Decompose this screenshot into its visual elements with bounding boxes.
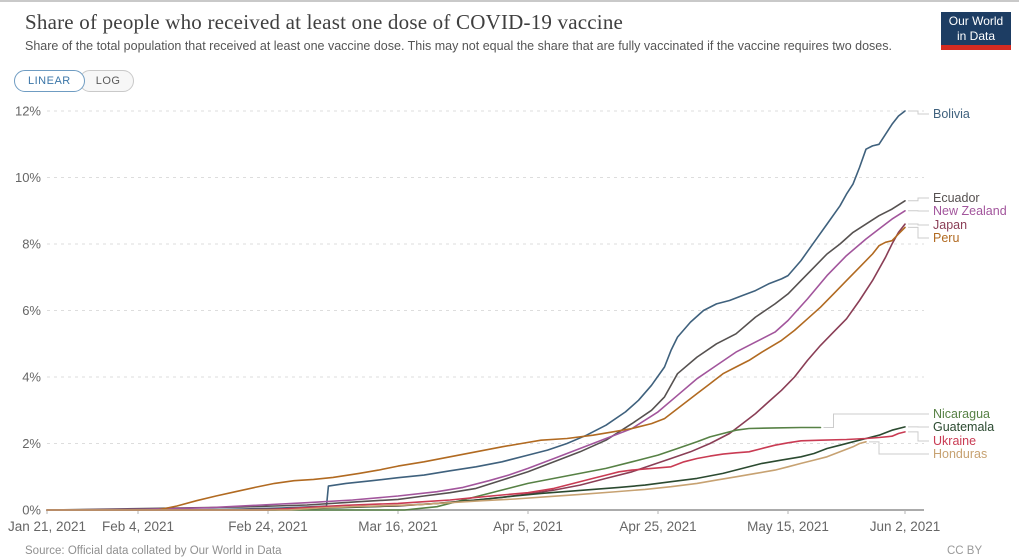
- y-axis-tick-label: 10%: [15, 170, 41, 185]
- series-line-nicaragua[interactable]: [47, 428, 821, 511]
- x-axis-tick-label: Feb 24, 2021: [228, 519, 308, 534]
- x-axis-tick-label: May 15, 2021: [747, 519, 829, 534]
- label-connector: [869, 442, 929, 454]
- series-label-guatemala[interactable]: Guatemala: [933, 420, 994, 434]
- x-axis-tick-label: Jun 2, 2021: [870, 519, 941, 534]
- x-axis-tick-label: Apr 25, 2021: [619, 519, 696, 534]
- label-connector: [908, 227, 929, 238]
- x-axis-tick-label: Mar 16, 2021: [358, 519, 438, 534]
- series-line-japan[interactable]: [223, 224, 906, 510]
- y-axis-tick-label: 12%: [15, 104, 41, 119]
- series-line-ecuador[interactable]: [47, 201, 905, 510]
- license-badge: CC BY: [947, 545, 982, 557]
- series-label-bolivia[interactable]: Bolivia: [933, 107, 970, 121]
- series-label-honduras[interactable]: Honduras: [933, 447, 987, 461]
- linear-scale-button[interactable]: LINEAR: [14, 70, 85, 92]
- series-label-new-zealand[interactable]: New Zealand: [933, 204, 1007, 218]
- log-scale-button[interactable]: LOG: [79, 70, 135, 92]
- y-axis-tick-label: 8%: [22, 237, 41, 252]
- label-connector: [908, 432, 929, 441]
- y-axis-tick-label: 4%: [22, 370, 41, 385]
- series-label-ukraine[interactable]: Ukraine: [933, 434, 976, 448]
- label-connector: [908, 198, 929, 201]
- y-axis-tick-label: 6%: [22, 303, 41, 318]
- x-axis-tick-label: Apr 5, 2021: [493, 519, 563, 534]
- series-line-peru[interactable]: [47, 227, 905, 510]
- series-label-japan[interactable]: Japan: [933, 218, 967, 232]
- series-label-ecuador[interactable]: Ecuador: [933, 191, 980, 205]
- label-connector: [908, 224, 929, 225]
- y-axis-tick-label: 0%: [22, 503, 41, 518]
- y-axis-tick-label: 2%: [22, 436, 41, 451]
- series-label-peru[interactable]: Peru: [933, 231, 959, 245]
- x-axis-tick-label: Feb 4, 2021: [102, 519, 174, 534]
- series-label-nicaragua[interactable]: Nicaragua: [933, 407, 990, 421]
- chart-footer: Source: Official data collated by Our Wo…: [25, 545, 1000, 557]
- series-line-new-zealand[interactable]: [47, 211, 905, 510]
- x-axis-tick-label: Jan 21, 2021: [8, 519, 86, 534]
- label-connector: [908, 111, 929, 114]
- scale-toggle: LINEAR LOG: [14, 70, 134, 92]
- source-note: Source: Official data collated by Our Wo…: [25, 545, 282, 557]
- label-connector: [824, 414, 930, 428]
